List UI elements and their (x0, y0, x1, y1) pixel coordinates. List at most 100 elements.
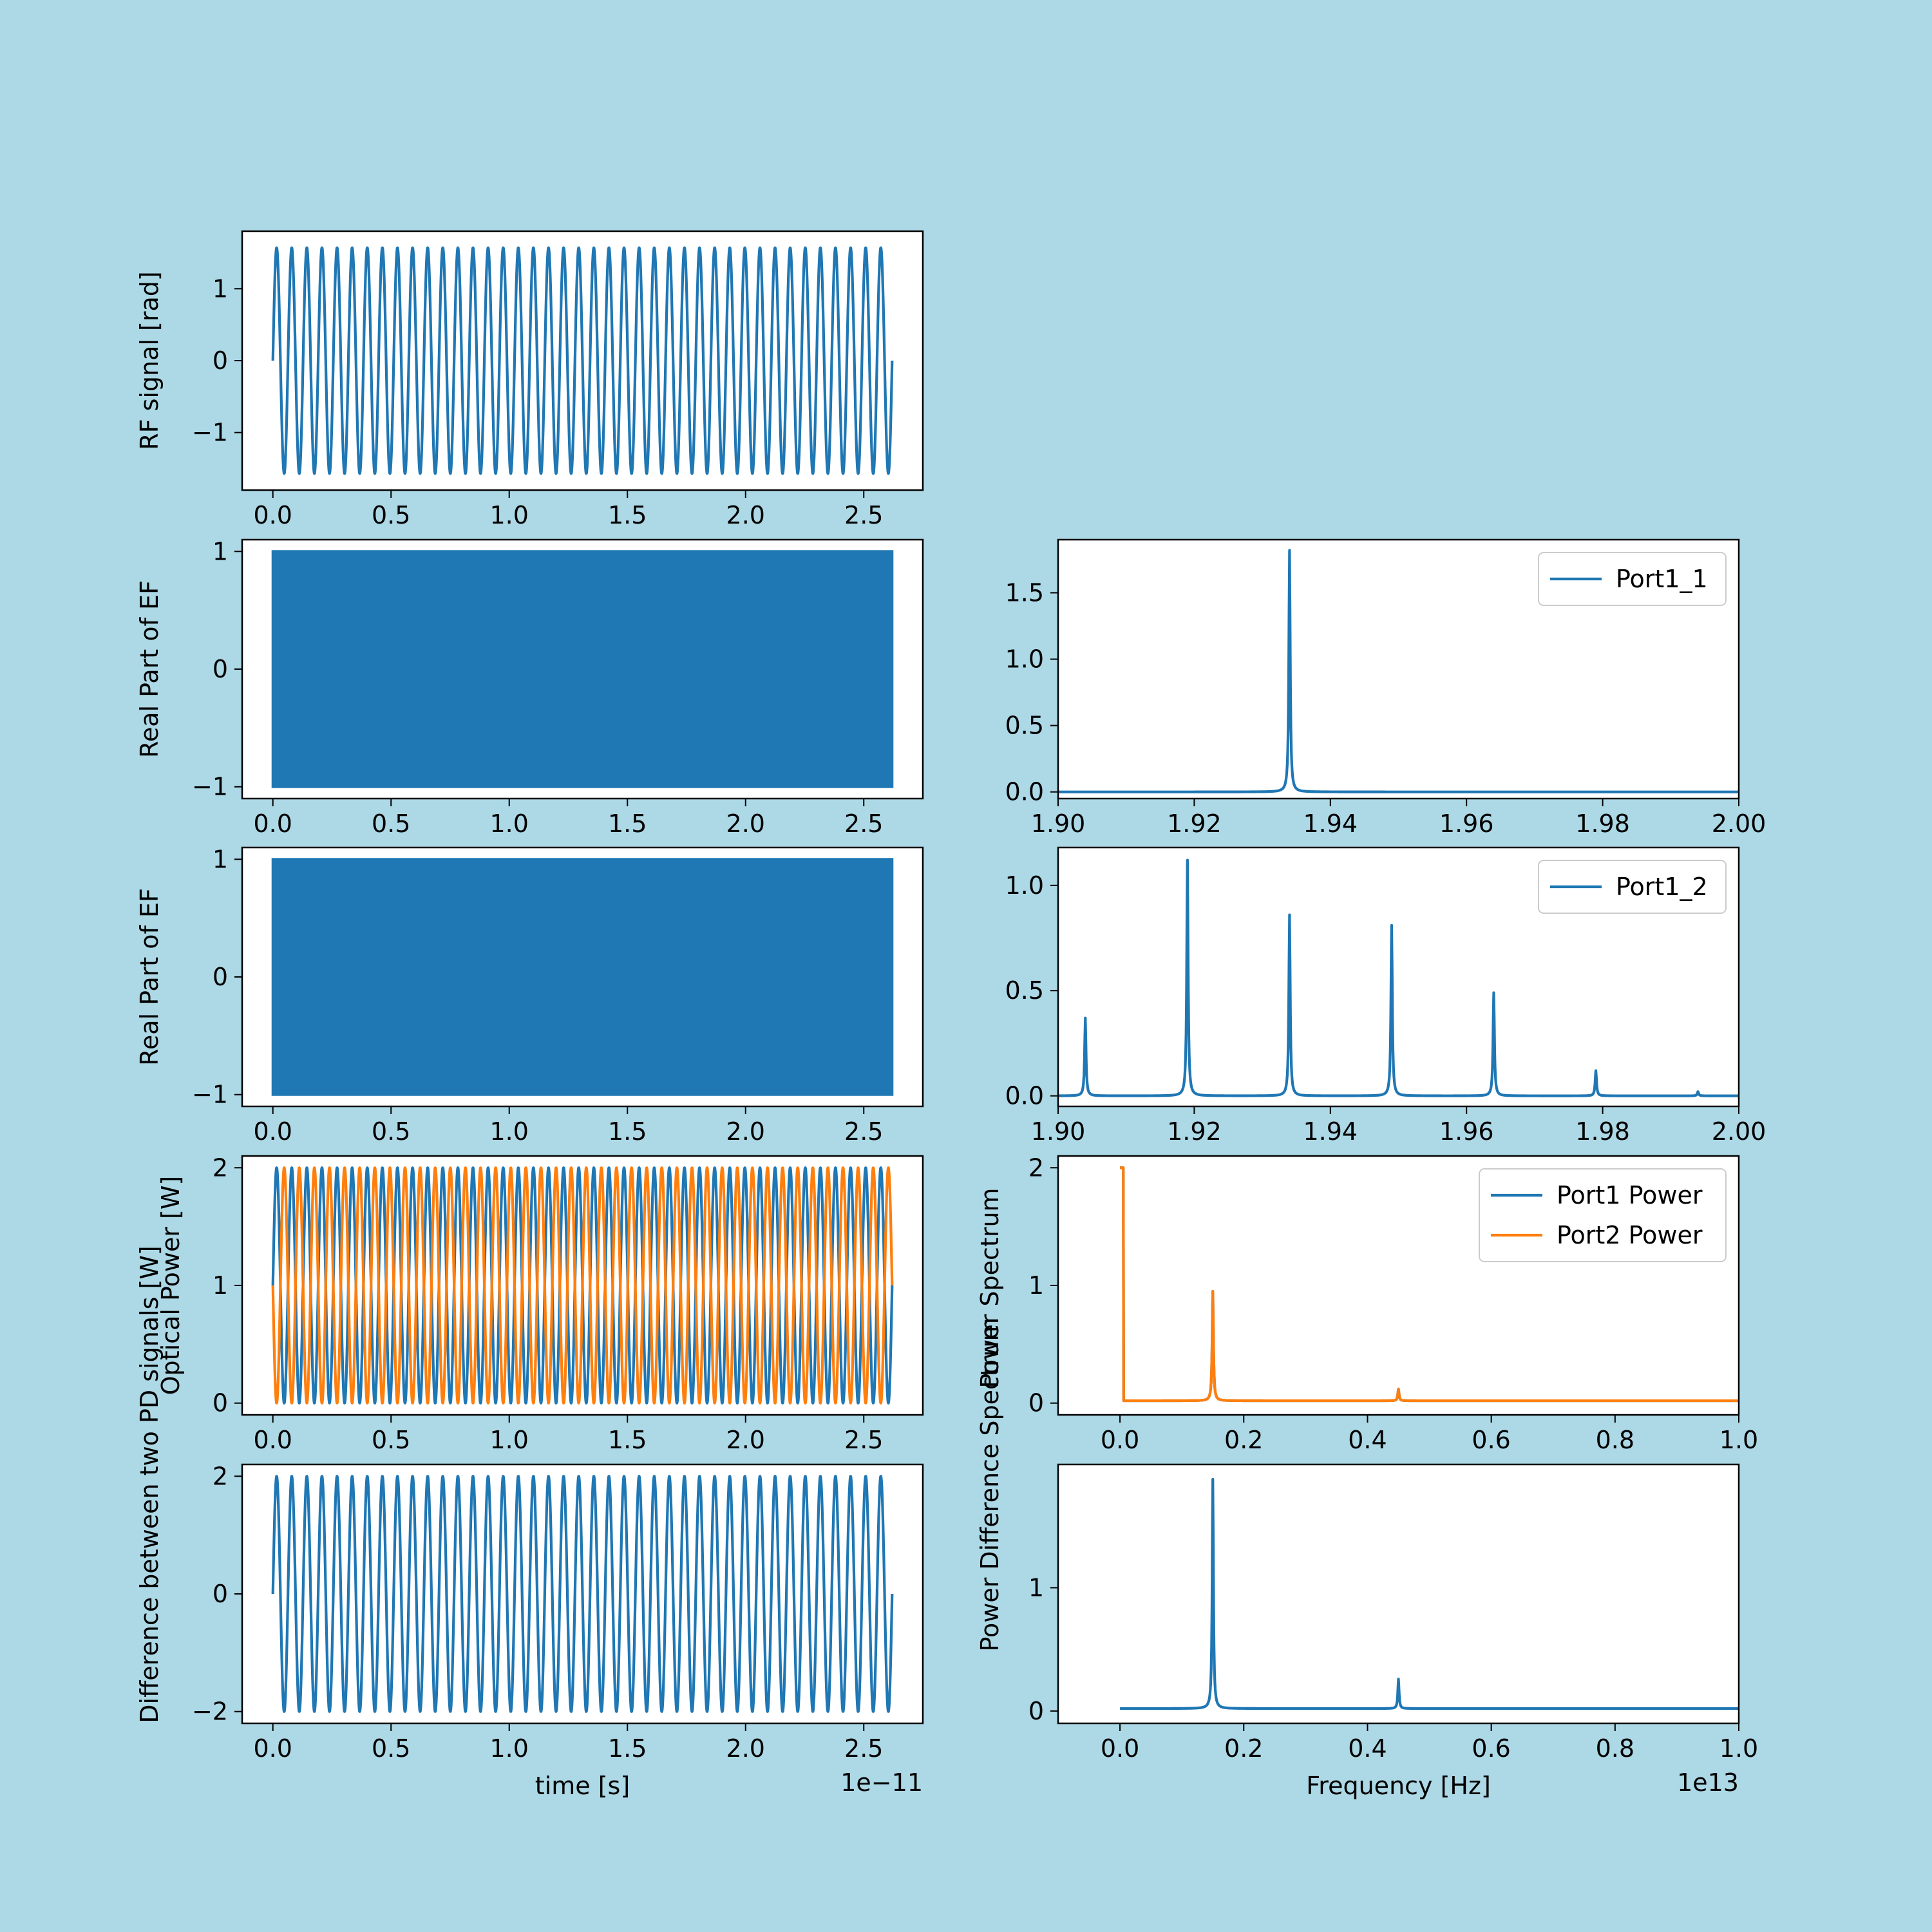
y-tick-label: 2 (1028, 1153, 1044, 1182)
chart-ef2: 0.0 0.5 1.0 1.5 2.0 2.5 −1 0 1 Real Part of EF (135, 845, 924, 1146)
y-tick-label: 1 (213, 1271, 228, 1300)
y-axis-label: Power Difference Spectrum (976, 1317, 1004, 1651)
series-group (1058, 549, 1739, 793)
series-band (271, 550, 894, 788)
y-tick-label: 0 (213, 1580, 228, 1608)
series-line-1 (1119, 1477, 1739, 1710)
x-tick-label: 0.0 (253, 1426, 292, 1454)
y-tick-label: 0 (213, 1389, 228, 1417)
chart-spec1: 1.90 1.92 1.94 1.96 1.98 2.00 0.0 0.5 1.0 1.5 Port… (1005, 538, 1766, 838)
legend: Port1 Power Port2 Power (1479, 1168, 1727, 1262)
chart-ef1: 0.0 0.5 1.0 1.5 2.0 2.5 −1 0 1 Real Part of EF (135, 537, 924, 838)
x-tick-label: 0.2 (1224, 1734, 1263, 1763)
series-port1_2 (1058, 858, 1739, 1097)
x-tick-label: 2.5 (844, 1734, 883, 1763)
x-tick-label: 2.0 (726, 810, 765, 838)
x-tick-label: 1.96 (1439, 1117, 1494, 1146)
x-tick-label: 1.5 (608, 810, 647, 838)
x-tick-label: 0.4 (1348, 1426, 1387, 1454)
series-group (271, 1475, 894, 1713)
x-tick-label: 0.0 (1101, 1734, 1139, 1763)
series-group (271, 246, 894, 475)
legend: Port1_2 (1538, 860, 1727, 914)
y-tick-label: 2 (213, 1153, 228, 1182)
x-tick-label: 2.0 (726, 1734, 765, 1763)
x-tick-label: 1.90 (1031, 1117, 1086, 1146)
x-tick-label: 1.0 (490, 1734, 529, 1763)
y-tick-label: 0.0 (1005, 778, 1044, 806)
x-tick-label: 0.0 (253, 1117, 292, 1146)
axes-frame (1057, 538, 1740, 800)
y-tick-label: 0 (213, 655, 228, 683)
y-tick-label: 0 (213, 346, 228, 375)
y-tick-label: 1.0 (1005, 871, 1044, 900)
y-tick-label: 0.0 (1005, 1082, 1044, 1110)
y-tick-label: 1 (1028, 1271, 1044, 1300)
legend-box (1479, 1168, 1727, 1262)
y-axis-label: RF signal [rad] (135, 271, 164, 450)
x-tick-label: 2.5 (844, 1117, 883, 1146)
axes-frame (1057, 1463, 1740, 1725)
y-axis-label: Difference between two PD signals [W] (135, 1245, 164, 1723)
x-tick-label: 1.0 (1719, 1734, 1758, 1763)
y-tick-label: −1 (192, 773, 228, 801)
axes-frame (1057, 846, 1740, 1108)
series-group (1058, 858, 1739, 1097)
legend-label: Port1_1 (1616, 565, 1708, 593)
chart-pspec: 0.0 0.2 0.4 0.6 0.8 1.0 0 1 2 Power Spectrum Port1… (976, 1153, 1758, 1454)
series-group (271, 858, 894, 1096)
y-tick-label: 0 (1028, 1389, 1044, 1417)
y-tick-label: 1.5 (1005, 578, 1044, 607)
x-tick-label: 1.98 (1575, 810, 1630, 838)
x-tick-label: 1.98 (1575, 1117, 1630, 1146)
series-port2-power (1119, 1166, 1739, 1403)
series-group (1119, 1477, 1739, 1710)
x-tick-label: 1.5 (608, 501, 647, 529)
x-tick-label: 2.00 (1712, 810, 1766, 838)
x-axis-label: Frequency [Hz] (1306, 1772, 1491, 1800)
chart-opt: 0.0 0.5 1.0 1.5 2.0 2.5 0 1 2 Optical Power [W] (156, 1153, 924, 1454)
y-tick-label: 0.5 (1005, 712, 1044, 740)
x-tick-label: 2.0 (726, 501, 765, 529)
legend-box (1538, 860, 1727, 914)
chart-diff: 0.0 0.5 1.0 1.5 2.0 2.5 −2 0 2 Difference between… (135, 1245, 924, 1800)
legend-label: Port2 Power (1557, 1221, 1703, 1249)
x-tick-label: 1.5 (608, 1426, 647, 1454)
series-group (1119, 1166, 1739, 1403)
x-tick-label: 1.96 (1439, 810, 1494, 838)
x-tick-label: 0.8 (1596, 1426, 1634, 1454)
x-tick-label: 0.0 (253, 1734, 292, 1763)
chart-rf: 0.0 0.5 1.0 1.5 2.0 2.5 −1 0 1 RF signal [rad] (135, 230, 924, 529)
legend-label: Port1 Power (1557, 1181, 1703, 1209)
y-tick-label: 2 (213, 1462, 228, 1490)
x-tick-label: 2.5 (844, 1426, 883, 1454)
x-tick-label: 1.5 (608, 1734, 647, 1763)
x-tick-label: 2.5 (844, 810, 883, 838)
x-tick-label: 0.4 (1348, 1734, 1387, 1763)
x-tick-label: 1.90 (1031, 810, 1086, 838)
series-line-2 (271, 1166, 894, 1405)
x-tick-label: 2.5 (844, 501, 883, 529)
y-tick-label: 1 (213, 845, 228, 873)
x-tick-label: 0.0 (253, 810, 292, 838)
series-line-1 (271, 1475, 894, 1713)
legend-label: Port1_2 (1616, 873, 1708, 901)
x-tick-label: 0.5 (372, 1117, 410, 1146)
series-group (271, 1166, 894, 1405)
x-tick-label: 0.5 (372, 1734, 410, 1763)
x-tick-label: 0.5 (372, 1426, 410, 1454)
x-tick-label: 0.5 (372, 810, 410, 838)
x-tick-label: 0.6 (1472, 1426, 1510, 1454)
series-port1_1 (1058, 549, 1739, 793)
x-tick-label: 0.5 (372, 501, 410, 529)
x-tick-label: 1.92 (1167, 810, 1222, 838)
x-tick-label: 1.0 (1719, 1426, 1758, 1454)
y-tick-label: 0.5 (1005, 976, 1044, 1005)
chart-dspec: 0.0 0.2 0.4 0.6 0.8 1.0 0 1 Power Difference Spe… (976, 1317, 1758, 1800)
x-tick-label: 0.6 (1472, 1734, 1510, 1763)
x-axis-label: time [s] (535, 1772, 630, 1800)
series-group (271, 550, 894, 788)
y-axis-label: Optical Power [W] (156, 1176, 185, 1396)
y-tick-label: 1 (213, 537, 228, 565)
